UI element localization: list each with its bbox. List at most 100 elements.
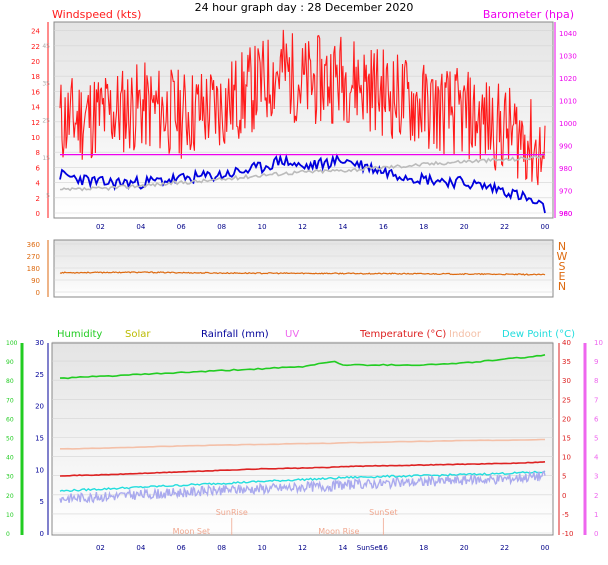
- wind-x-tick-label: 08: [217, 223, 226, 231]
- humidity-tick-label: 90: [6, 359, 14, 366]
- series-windspeed: [59, 153, 546, 214]
- temperature-tick-label: -5: [562, 511, 569, 519]
- series-humidity: [59, 354, 546, 380]
- series-low-temperature: [59, 470, 546, 504]
- barometer-tick-label: 970: [559, 188, 572, 196]
- temperature-tick-label: 40: [562, 339, 571, 347]
- compass-label: S: [559, 260, 566, 273]
- series-windchill: [59, 152, 546, 192]
- legend-item: Rainfall (mm): [201, 329, 269, 340]
- wind-tick-label: 18: [31, 73, 40, 81]
- legend-item: Humidity: [57, 329, 102, 340]
- humidity-tick-label: 50: [6, 436, 14, 443]
- rainfall-tick-label: 30: [35, 339, 44, 347]
- series-wind-direction: [59, 271, 546, 276]
- barometer-tick-label: 1030: [559, 53, 577, 61]
- direction-tick-label: 180: [27, 265, 40, 273]
- barometer-tick-label: 990: [559, 143, 572, 151]
- compass-label: W: [557, 250, 568, 263]
- annotation-label: SunSet: [369, 508, 397, 517]
- uv-tick-label: 4: [594, 454, 599, 462]
- wind-x-tick-label: 12: [298, 223, 307, 231]
- wind-tick-label: 14: [31, 104, 40, 112]
- temperature-tick-label: 0: [562, 492, 566, 500]
- temp-x-tick-label: 18: [419, 544, 428, 552]
- sunset-x-label: SunSet: [357, 544, 382, 552]
- humidity-tick-label: 80: [6, 378, 14, 385]
- temp-x-tick-label: 14: [338, 544, 347, 552]
- humidity-tick-label: 100: [6, 340, 18, 347]
- uv-tick-label: 10: [594, 339, 603, 347]
- annotation-label: SunRise: [216, 508, 248, 517]
- barometer-tick-label: 960: [559, 210, 572, 218]
- temp-x-tick-label: 20: [460, 544, 469, 552]
- temp-x-tick-label: 06: [177, 544, 186, 552]
- temperature-tick-label: 30: [562, 377, 571, 385]
- wind-minor-tick: 25: [42, 118, 50, 125]
- series-temperature-c-: [59, 461, 546, 477]
- temperature-tick-label: 25: [562, 396, 571, 404]
- direction-tick-label: 360: [27, 241, 40, 249]
- wind-tick-label: 16: [31, 88, 40, 96]
- legend-item: Solar: [125, 329, 151, 340]
- legend-item: Temperature (°C): [359, 329, 446, 340]
- series-dew-point-c-: [59, 470, 546, 493]
- temp-x-tick-label: 08: [217, 544, 226, 552]
- series-gust: [59, 29, 546, 186]
- wind-tick-label: 22: [31, 43, 40, 51]
- rainfall-tick-label: 10: [35, 466, 44, 474]
- annotation-label: Moon Set: [173, 527, 210, 536]
- wind-minor-tick: 5: [46, 192, 50, 199]
- humidity-tick-label: 40: [6, 455, 14, 462]
- annotation-label: Moon Rise: [318, 527, 359, 536]
- wind-x-tick-label: 22: [500, 223, 509, 231]
- temp-x-tick-label: 04: [136, 544, 145, 552]
- temperature-tick-label: 15: [562, 435, 571, 443]
- wind-tick-label: 20: [31, 58, 40, 66]
- direction-panel-background: [53, 239, 554, 298]
- wind-tick-label: 0: [36, 210, 40, 218]
- temperature-tick-label: 10: [562, 454, 571, 462]
- legend-item: Indoor: [449, 329, 482, 340]
- barometer-tick-label: 1000: [559, 120, 577, 128]
- windspeed-axis-title: Windspeed (kts): [52, 8, 141, 21]
- wind-x-tick-label: 16: [379, 223, 388, 231]
- barometer-tick-label: 980: [559, 165, 572, 173]
- uv-tick-label: 6: [594, 415, 599, 423]
- uv-tick-label: 2: [594, 492, 598, 500]
- humidity-tick-label: 0: [6, 531, 10, 538]
- uv-tick-label: 5: [594, 435, 598, 443]
- temp-x-tick-label: 22: [500, 544, 509, 552]
- humidity-tick-label: 60: [6, 416, 14, 423]
- temp-x-tick-label: 16: [379, 544, 388, 552]
- direction-tick-label: 270: [27, 253, 40, 261]
- wind-tick-label: 2: [36, 195, 40, 203]
- rainfall-tick-label: 15: [35, 435, 44, 443]
- wind-x-tick-label: 02: [96, 223, 105, 231]
- humidity-tick-label: 70: [6, 397, 14, 404]
- uv-tick-label: 9: [594, 358, 598, 366]
- temperature-tick-label: 20: [562, 415, 571, 423]
- wind-tick-label: 4: [36, 180, 41, 188]
- humidity-tick-label: 30: [6, 474, 14, 481]
- temp-x-tick-label: 00: [541, 544, 550, 552]
- uv-tick-label: 3: [594, 473, 598, 481]
- wind-tick-label: 8: [36, 149, 40, 157]
- wind-tick-label: 10: [31, 134, 40, 142]
- compass-label: E: [559, 270, 566, 283]
- wind-tick-label: 24: [31, 28, 40, 36]
- wind-x-tick-label: 06: [177, 223, 186, 231]
- rainfall-tick-label: 25: [35, 371, 44, 379]
- direction-tick-label: 90: [31, 277, 40, 285]
- uv-tick-label: 1: [594, 511, 598, 519]
- page-title: 24 hour graph day : 28 December 2020: [195, 1, 414, 14]
- temperature-tick-label: 5: [562, 473, 566, 481]
- legend-item: UV: [285, 329, 299, 340]
- wind-tick-label: 6: [36, 164, 41, 172]
- wind-x-tick-label: 10: [258, 223, 267, 231]
- rainfall-tick-label: 20: [35, 403, 44, 411]
- wind-x-tick-label: 04: [136, 223, 145, 231]
- barometer-tick-label: 1040: [559, 30, 577, 38]
